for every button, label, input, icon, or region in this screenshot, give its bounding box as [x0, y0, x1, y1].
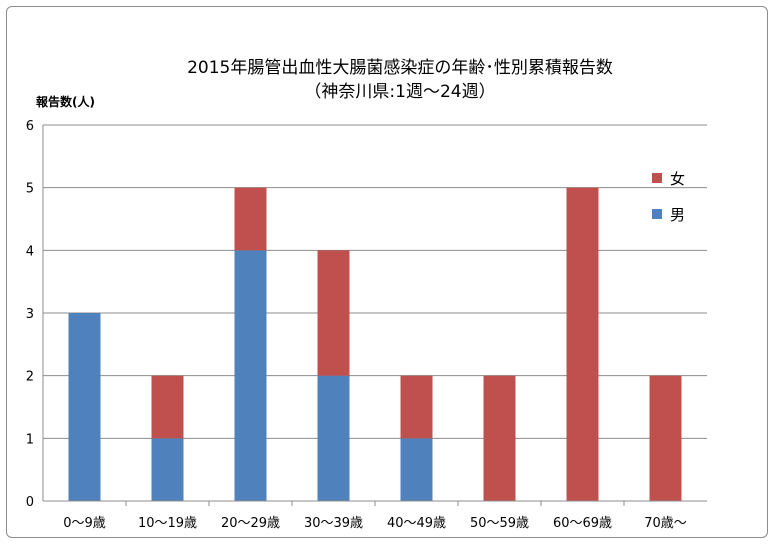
legend: 女男 [652, 170, 685, 224]
axes: 0 1 2 3 4 5 6 0〜9歳 10〜19歳 20〜29歳 30〜39歳 40〜49歳 50〜59… [26, 119, 707, 531]
y-tick-label: 5 [26, 182, 34, 197]
y-tick-label: 4 [26, 244, 34, 259]
bar-segment [400, 438, 433, 501]
y-tick-label: 0 [26, 495, 34, 510]
bar-segment [317, 375, 350, 501]
y-tick-label: 1 [26, 432, 34, 447]
chart-frame [6, 6, 768, 538]
bar-segment [234, 187, 267, 251]
y-axis-unit-label: 報告数(人) [36, 94, 95, 109]
bar-segment [151, 438, 184, 501]
y-tick-label: 6 [26, 119, 34, 134]
bar-segment [317, 250, 350, 376]
legend-label: 女 [670, 170, 685, 188]
x-tick-label: 70歳〜 [644, 516, 687, 531]
bars [68, 187, 682, 501]
x-tick-label: 60〜69歳 [553, 516, 612, 531]
bar-segment [151, 375, 184, 439]
x-tick-label: 0〜9歳 [63, 516, 106, 531]
y-tick-label: 3 [26, 307, 34, 322]
bar-segment [649, 375, 682, 501]
gridlines [43, 124, 707, 439]
chart-subtitle: （神奈川県:1週〜24週） [304, 82, 495, 102]
bar-segment [400, 375, 433, 439]
chart-title: 2015年腸管出血性大腸菌感染症の年齢･性別累積報告数 [187, 58, 613, 78]
y-tick-label: 2 [26, 370, 34, 385]
legend-label: 男 [670, 206, 685, 224]
legend-swatch [652, 209, 662, 219]
x-tick-label: 20〜29歳 [221, 516, 280, 531]
bar-segment [483, 375, 516, 501]
x-tick-label: 10〜19歳 [138, 516, 197, 531]
x-tick-label: 50〜59歳 [470, 516, 529, 531]
x-tick-label: 40〜49歳 [387, 516, 446, 531]
bar-segment [234, 250, 267, 501]
bar-segment [68, 313, 101, 501]
legend-swatch [652, 173, 662, 183]
bar-segment [566, 187, 599, 501]
x-tick-label: 30〜39歳 [304, 516, 363, 531]
